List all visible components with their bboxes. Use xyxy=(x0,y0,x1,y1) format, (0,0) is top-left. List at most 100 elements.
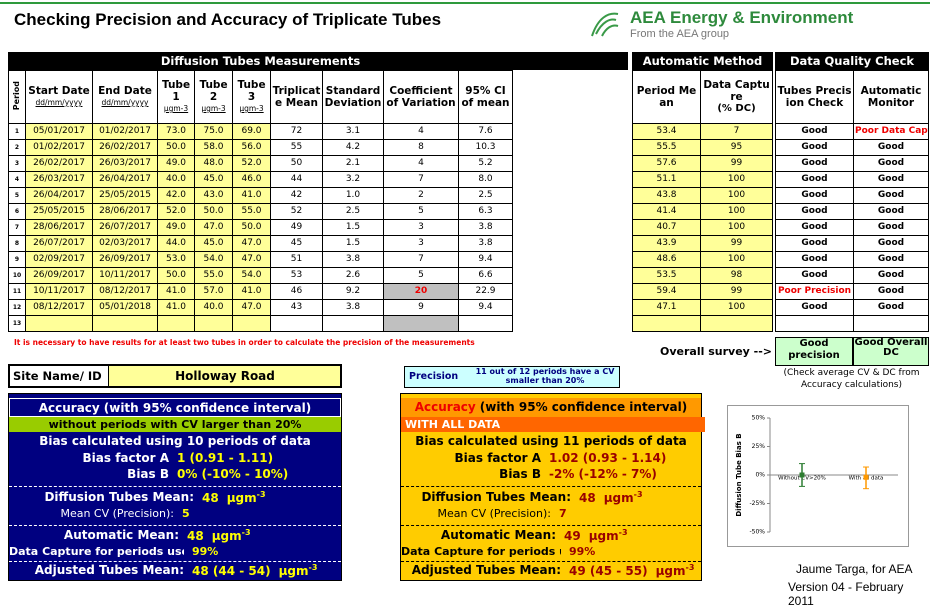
cell: 3.2 xyxy=(322,171,384,188)
adjusted: 48 (44 - 54) xyxy=(192,564,271,578)
cell: 3.1 xyxy=(322,123,384,140)
unit-base: µgm xyxy=(278,564,309,578)
cell: Good xyxy=(775,299,854,316)
cell: 99 xyxy=(700,235,773,252)
cv-label: Mean CV (Precision): xyxy=(437,507,551,520)
table-table: Diffusion Tubes Measurements Period Start … xyxy=(8,52,513,332)
divider xyxy=(401,525,701,526)
table-title: Automatic Method xyxy=(632,52,773,71)
unit: µgm-3 xyxy=(227,490,266,505)
periods: Bias calculated using 10 periods of data xyxy=(9,433,341,450)
cell: 4.2 xyxy=(322,139,384,156)
column-header: Triplicate Mean xyxy=(270,70,323,124)
column-label: Triplicate Mean xyxy=(272,85,321,109)
cell: 42.0 xyxy=(157,187,195,204)
data-row: Good Good xyxy=(775,139,930,156)
data-row: 11 10/11/2017 08/12/2017 41.0 57.0 41.0 46 9.2 2… xyxy=(8,283,513,300)
site-label: Site Name/ ID xyxy=(10,366,108,386)
dc: 99% xyxy=(192,545,219,558)
cell: 54.0 xyxy=(232,267,271,284)
cell: 9.4 xyxy=(458,251,513,268)
data-row: 9 02/09/2017 26/09/2017 53.0 54.0 47.0 51 3.8 7 9… xyxy=(8,251,513,268)
top-rule xyxy=(0,2,930,4)
cell: 6.3 xyxy=(458,203,513,220)
cell: 41.0 xyxy=(157,299,195,316)
column-label: End Date xyxy=(98,85,152,97)
divider xyxy=(401,486,701,487)
cell: 26/04/2017 xyxy=(25,187,93,204)
logo-icon xyxy=(591,12,619,37)
unit-base: µgm xyxy=(588,529,619,543)
cell: 46 xyxy=(270,283,323,300)
cell: 95 xyxy=(700,139,773,156)
column-unit: dd/mm/yyyy xyxy=(35,98,83,107)
cell: 20 xyxy=(383,283,459,300)
cell: 11 xyxy=(8,283,26,300)
cell: Good xyxy=(775,139,854,156)
cell: Good xyxy=(852,267,930,284)
cell: 57.0 xyxy=(194,283,233,300)
column-header: Tube 1 µgm-3 xyxy=(157,70,195,124)
unit-exp: -3 xyxy=(685,563,695,572)
data-row: 55.5 95 xyxy=(632,139,773,156)
column-header: 95% CI of mean xyxy=(458,70,513,124)
cell: 8.0 xyxy=(458,171,513,188)
periods: Bias calculated using 11 periods of data xyxy=(401,433,701,450)
cell: Good xyxy=(852,299,930,316)
table-title: Diffusion Tubes Measurements xyxy=(8,52,513,71)
data-row: Good Good xyxy=(775,203,930,220)
column-header: Period Mean xyxy=(632,70,701,124)
cell: 50.0 xyxy=(194,203,233,220)
cell: 59.4 xyxy=(632,283,701,300)
data-row: 43.8 100 xyxy=(632,187,773,204)
cell: 100 xyxy=(700,299,773,316)
adjusted: 49 (45 - 55) xyxy=(569,564,648,578)
data-row: 6 25/05/2015 28/06/2017 52.0 50.0 55.0 52 2.5 5 6… xyxy=(8,203,513,220)
bias_a-value: 1 (0.91 - 1.11) xyxy=(177,451,273,465)
title-note: (with 95% confidence interval) xyxy=(479,400,688,414)
column-label: Period xyxy=(12,80,21,111)
tubes_mean-label: Diffusion Tubes Mean: xyxy=(44,490,194,504)
cell: Good xyxy=(852,283,930,300)
accuracy-title: Accuracy (with 95% confidence interval) xyxy=(401,398,701,417)
adjusted-value: 48 (44 - 54) µgm-3 xyxy=(192,563,317,578)
cell: 8 xyxy=(8,235,26,252)
quality-table: Data Quality Check Tubes Precision Check A… xyxy=(774,52,930,332)
cell: 12 xyxy=(8,299,26,316)
site-box: Site Name/ ID Holloway Road xyxy=(8,364,342,388)
cell: 49 xyxy=(270,219,323,236)
subtitle: without periods with CV larger than 20% xyxy=(48,418,302,431)
cell: 26/09/2017 xyxy=(92,251,158,268)
column-label: Tubes Precision Check xyxy=(777,85,852,109)
cell: 02/09/2017 xyxy=(25,251,93,268)
cell: 10/11/2017 xyxy=(92,267,158,284)
column-header: Period xyxy=(8,70,26,124)
table-title: Data Quality Check xyxy=(774,52,930,71)
data-row: 48.6 100 xyxy=(632,251,773,268)
cell: 10 xyxy=(8,267,26,284)
cell: 01/02/2017 xyxy=(92,123,158,140)
tubes_mean-label: Diffusion Tubes Mean: xyxy=(421,490,571,504)
column-unit: µgm-3 xyxy=(239,104,264,113)
cell: 43.8 xyxy=(632,187,701,204)
cell: 44 xyxy=(270,171,323,188)
y-tick-label: 25% xyxy=(752,443,766,450)
dc-value: 99% xyxy=(569,545,595,558)
dc-label: Data Capture for periods used: xyxy=(9,545,184,558)
cell: 40.7 xyxy=(632,219,701,236)
precision-box: Precision 11 out of 12 periods have a CV… xyxy=(404,366,620,388)
cell: 26/07/2017 xyxy=(92,219,158,236)
data-row: 1 05/01/2017 01/02/2017 73.0 75.0 69.0 72 3.1 4 7… xyxy=(8,123,513,140)
bias_b-value: -2% (-12% - 7%) xyxy=(549,467,657,481)
cell: 6 xyxy=(8,203,26,220)
cell: 43.0 xyxy=(194,187,233,204)
cell: 47.1 xyxy=(632,299,701,316)
overall-label: Overall survey --> xyxy=(660,345,772,358)
cell: 46.0 xyxy=(232,171,271,188)
unit: µgm-3 xyxy=(211,528,251,543)
point xyxy=(863,474,869,480)
column-header: Start Date dd/mm/yyyy xyxy=(25,70,93,124)
unit-base: µgm xyxy=(211,529,242,543)
cell: 58.0 xyxy=(194,139,233,156)
bias_b-label: Bias B xyxy=(127,467,169,481)
